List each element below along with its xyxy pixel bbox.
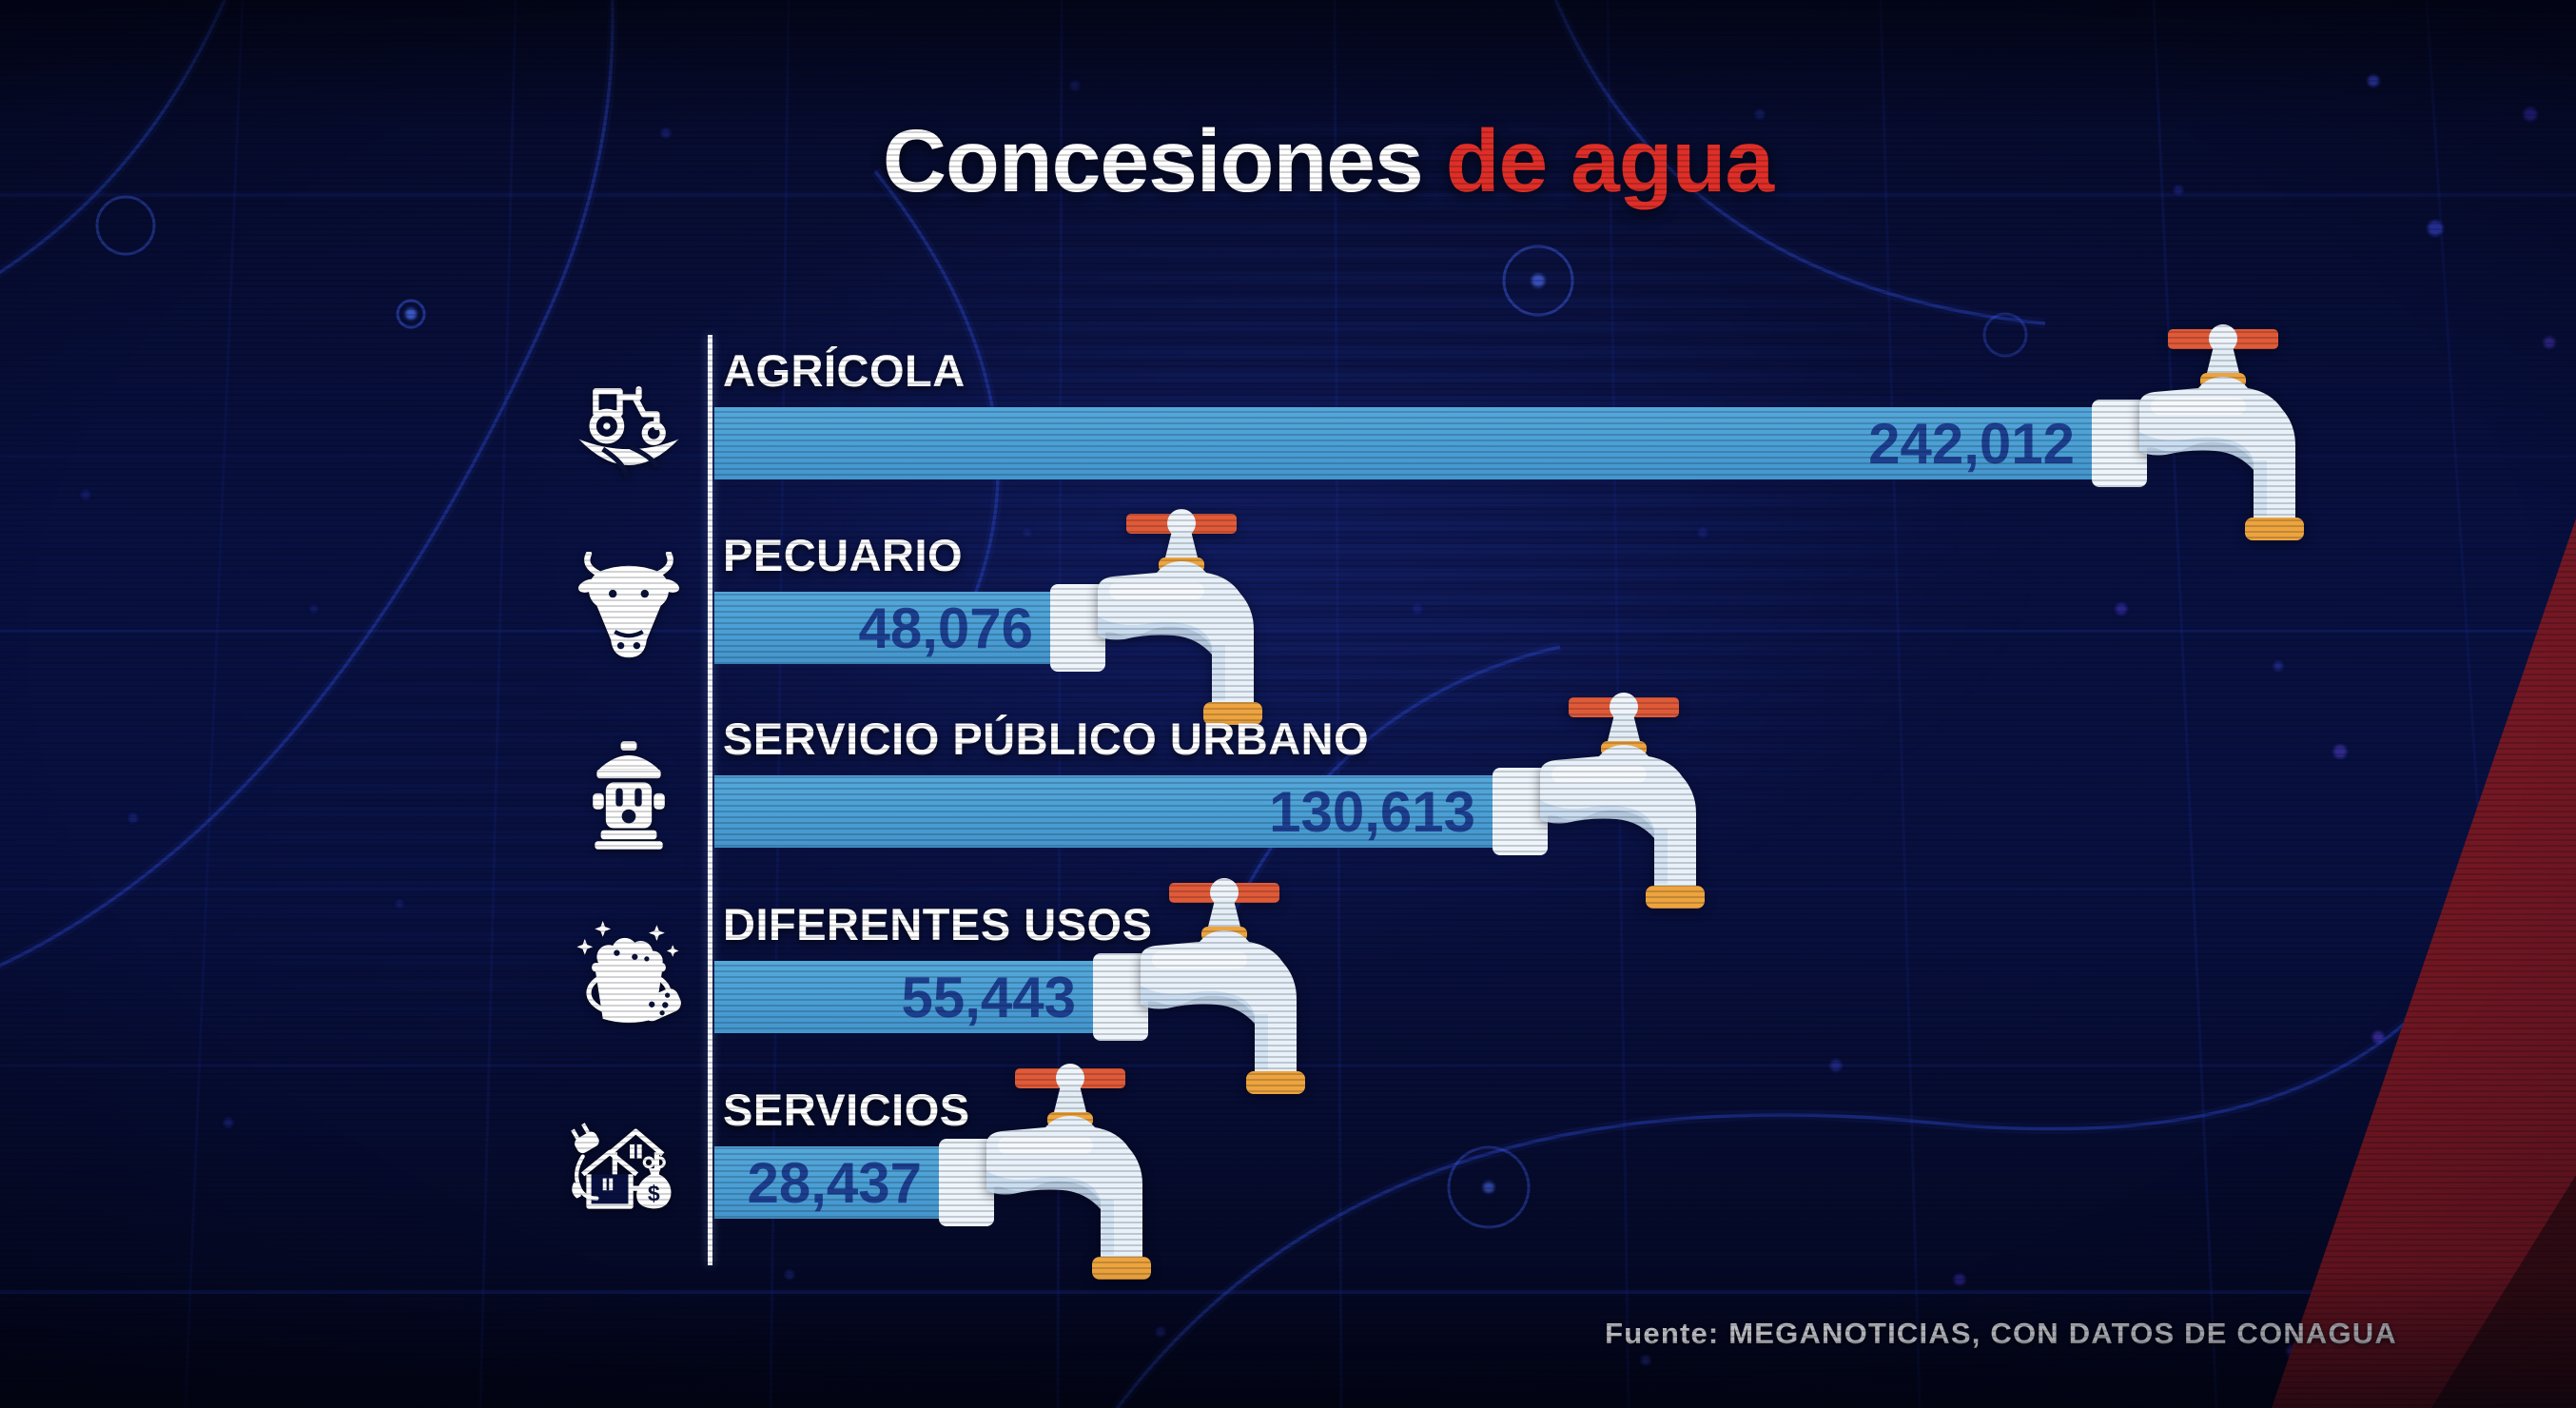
page-title: Concesiones de agua xyxy=(882,110,1774,212)
water-faucet-icon xyxy=(1532,686,1734,920)
cow-icon xyxy=(569,550,689,672)
row-label: SERVICIOS xyxy=(723,1085,970,1135)
bar: 55,443 xyxy=(714,961,1095,1033)
bar-value: 242,012 xyxy=(1868,411,2075,476)
row-label: DIFERENTES USOS xyxy=(723,899,1153,949)
bar: 28,437 xyxy=(714,1146,941,1219)
title-word-white: Concesiones xyxy=(882,111,1424,210)
bar: 242,012 xyxy=(714,407,2094,479)
svg-text:$: $ xyxy=(648,1182,660,1206)
fire-hydrant-icon xyxy=(569,735,689,855)
bar: 130,613 xyxy=(714,775,1494,848)
cleaning-bucket-icon xyxy=(569,921,689,1041)
tractor-field-icon xyxy=(569,367,689,487)
bar-value: 130,613 xyxy=(1269,779,1475,844)
water-faucet-icon xyxy=(979,1057,1181,1291)
title-word-red: de agua xyxy=(1445,111,1774,210)
bar: 48,076 xyxy=(714,592,1052,664)
row-label: SERVICIO PÚBLICO URBANO xyxy=(723,714,1370,764)
water-faucet-icon xyxy=(1090,502,1292,736)
source-credit: Fuente: MEGANOTICIAS, CON DATOS DE CONAG… xyxy=(1605,1317,2397,1350)
row-label: AGRÍCOLA xyxy=(723,345,966,396)
water-faucet-icon xyxy=(2132,318,2333,552)
bar-value: 48,076 xyxy=(858,596,1033,660)
house-utilities-icon: $ xyxy=(569,1106,689,1226)
bar-value: 55,443 xyxy=(901,965,1076,1029)
row-label: PECUARIO xyxy=(723,530,964,580)
bar-value: 28,437 xyxy=(747,1150,922,1215)
chart-axis-line xyxy=(708,335,712,1265)
